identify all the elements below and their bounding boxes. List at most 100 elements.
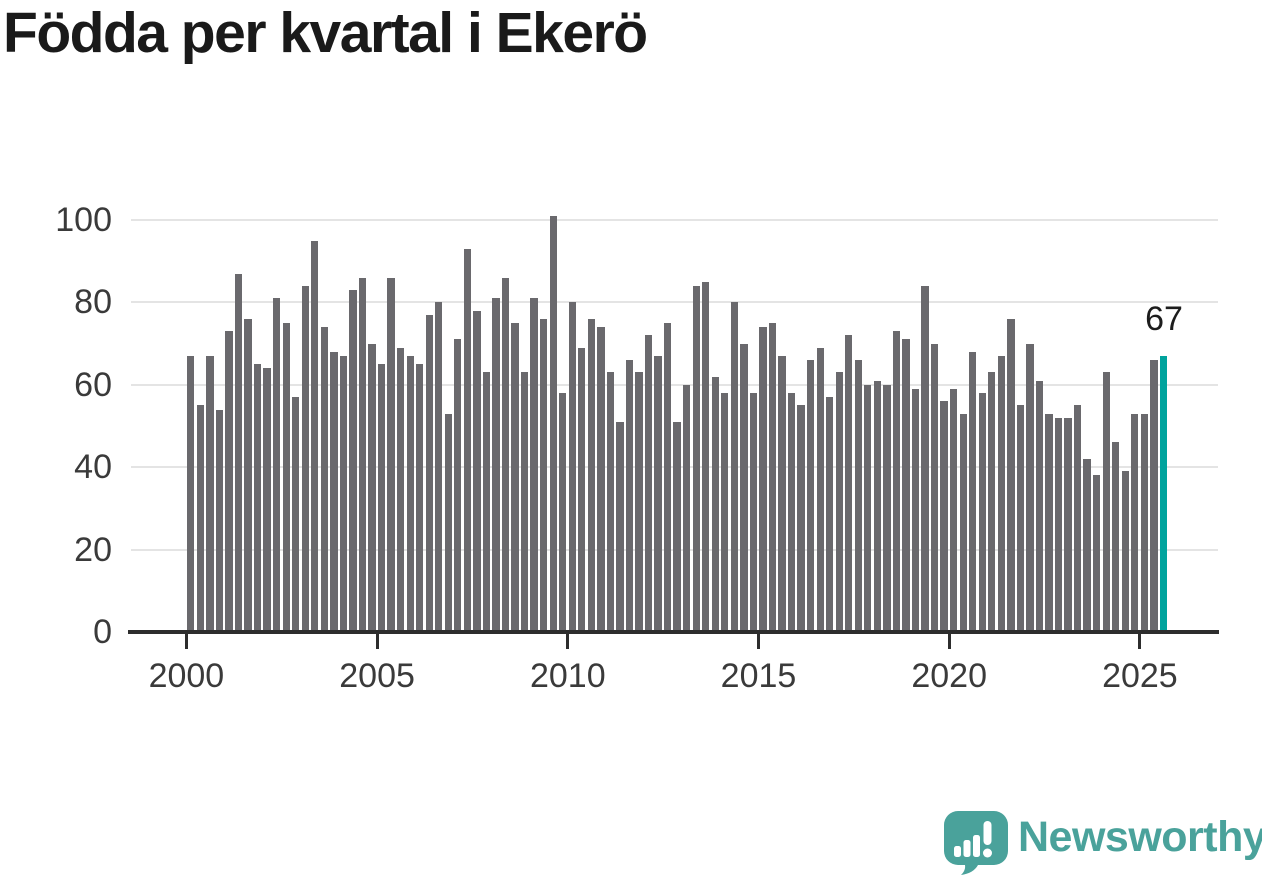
bar-2006-q4 bbox=[444, 413, 452, 632]
y-tick-label-60: 60 bbox=[74, 365, 112, 404]
bar-2000-q1 bbox=[187, 355, 195, 632]
gridline-100 bbox=[131, 219, 1218, 221]
bar-2011-q1 bbox=[606, 372, 615, 632]
bar-2000-q4 bbox=[215, 409, 224, 632]
x-tick-label-2005: 2005 bbox=[339, 657, 415, 695]
y-tick-label-40: 40 bbox=[74, 448, 112, 487]
bar-2012-q2 bbox=[654, 355, 662, 632]
bar-2006-q3 bbox=[435, 302, 443, 632]
bar-2003-q1 bbox=[301, 285, 309, 632]
bar-2007-q3 bbox=[473, 310, 481, 632]
x-tick-label-2000: 2000 bbox=[148, 657, 225, 695]
x-tick-2015 bbox=[757, 634, 760, 649]
last-bar-value-label: 67 bbox=[1145, 300, 1183, 338]
bar-2010-q2 bbox=[578, 347, 586, 632]
bar-2022-q2 bbox=[1035, 380, 1044, 632]
bar-2005-q1 bbox=[377, 364, 386, 632]
bar-2019-q1 bbox=[911, 388, 920, 632]
x-tick-label-2010: 2010 bbox=[529, 657, 606, 695]
bar-2010-q4 bbox=[597, 327, 605, 632]
x-tick-2025 bbox=[1138, 634, 1142, 649]
bar-2015-q2 bbox=[768, 323, 777, 632]
bar-2008-q4 bbox=[520, 372, 529, 632]
bar-2013-q2 bbox=[692, 285, 700, 632]
bar-2015-q4 bbox=[787, 393, 796, 632]
bar-2008-q1 bbox=[492, 298, 500, 632]
newsworthy-logo-icon bbox=[944, 811, 1008, 875]
bar-2020-q1 bbox=[950, 388, 958, 632]
gridline-60 bbox=[131, 383, 1218, 386]
bar-2015-q3 bbox=[778, 355, 786, 632]
gridline-80 bbox=[131, 301, 1218, 304]
bar-2010-q1 bbox=[568, 302, 576, 632]
bar-2024-q2 bbox=[1112, 442, 1120, 632]
bar-2007-q4 bbox=[482, 372, 491, 632]
y-tick-label-80: 80 bbox=[74, 283, 112, 322]
bar-2018-q1 bbox=[873, 380, 882, 632]
bar-2003-q2 bbox=[311, 240, 319, 632]
bar-2022-q3 bbox=[1045, 413, 1053, 632]
bar-2000-q3 bbox=[206, 355, 214, 632]
bar-2009-q4 bbox=[559, 393, 567, 632]
bar-2018-q3 bbox=[892, 331, 901, 632]
newsworthy-logo[interactable]: Newsworthy bbox=[942, 809, 1262, 877]
bar-2017-q3 bbox=[854, 360, 862, 632]
bar-2016-q4 bbox=[826, 397, 834, 632]
bar-2023-q3 bbox=[1083, 458, 1091, 632]
bar-2004-q3 bbox=[358, 277, 367, 632]
bar-2015-q1 bbox=[759, 327, 767, 632]
bar-2009-q3 bbox=[549, 215, 557, 632]
bar-2014-q3 bbox=[740, 343, 748, 632]
x-tick-label-2025: 2025 bbox=[1102, 657, 1178, 695]
chart-title: Födda per kvartal i Ekerö bbox=[3, 1, 648, 65]
bar-2017-q1 bbox=[835, 372, 843, 632]
bar-2016-q3 bbox=[816, 347, 824, 632]
bar-2014-q1 bbox=[721, 393, 729, 632]
bar-2004-q4 bbox=[368, 343, 376, 632]
bar-2014-q4 bbox=[749, 393, 758, 632]
bar-2012-q4 bbox=[673, 421, 681, 632]
bar-2018-q2 bbox=[883, 384, 891, 632]
bar-2009-q1 bbox=[530, 298, 538, 632]
bar-2002-q2 bbox=[273, 298, 281, 632]
bar-2007-q2 bbox=[463, 248, 471, 632]
bar-2021-q3 bbox=[1007, 318, 1015, 632]
y-tick-label-0: 0 bbox=[93, 613, 112, 651]
bar-2012-q1 bbox=[644, 335, 653, 632]
bar-2009-q2 bbox=[539, 318, 548, 632]
bar-2001-q2 bbox=[234, 273, 243, 632]
bar-2021-q1 bbox=[988, 372, 996, 632]
bar-2022-q4 bbox=[1054, 417, 1063, 632]
y-tick-label-20: 20 bbox=[74, 530, 112, 569]
x-tick-2020 bbox=[947, 634, 951, 649]
bar-2016-q2 bbox=[806, 360, 815, 632]
x-tick-2005 bbox=[375, 634, 379, 649]
bar-2002-q1 bbox=[263, 368, 271, 632]
bar-2011-q3 bbox=[625, 360, 634, 632]
x-tick-label-2020: 2020 bbox=[911, 657, 987, 695]
bar-2014-q2 bbox=[730, 302, 738, 632]
bar-2023-q1 bbox=[1064, 417, 1072, 632]
bar-2004-q1 bbox=[339, 355, 348, 632]
bar-2013-q4 bbox=[711, 376, 719, 632]
bar-2002-q3 bbox=[282, 323, 290, 632]
bar-2017-q4 bbox=[864, 384, 872, 632]
bar-2006-q2 bbox=[425, 314, 433, 632]
bar-2011-q2 bbox=[616, 421, 624, 632]
bar-2018-q4 bbox=[902, 339, 910, 632]
bar-2013-q3 bbox=[702, 281, 710, 632]
bar-2011-q4 bbox=[635, 372, 643, 632]
bar-2001-q1 bbox=[225, 331, 233, 632]
bar-2005-q4 bbox=[406, 355, 414, 632]
bar-2021-q2 bbox=[997, 355, 1005, 632]
bar-2023-q4 bbox=[1093, 475, 1101, 632]
bar-2005-q3 bbox=[396, 347, 405, 632]
bar-2024-q1 bbox=[1102, 372, 1110, 632]
bar-2002-q4 bbox=[292, 397, 300, 632]
bar-2012-q3 bbox=[663, 323, 672, 632]
bar-2025-q1 bbox=[1140, 413, 1148, 632]
newsworthy-logo-text: Newsworthy bbox=[1018, 813, 1262, 861]
bar-2019-q4 bbox=[940, 401, 948, 632]
